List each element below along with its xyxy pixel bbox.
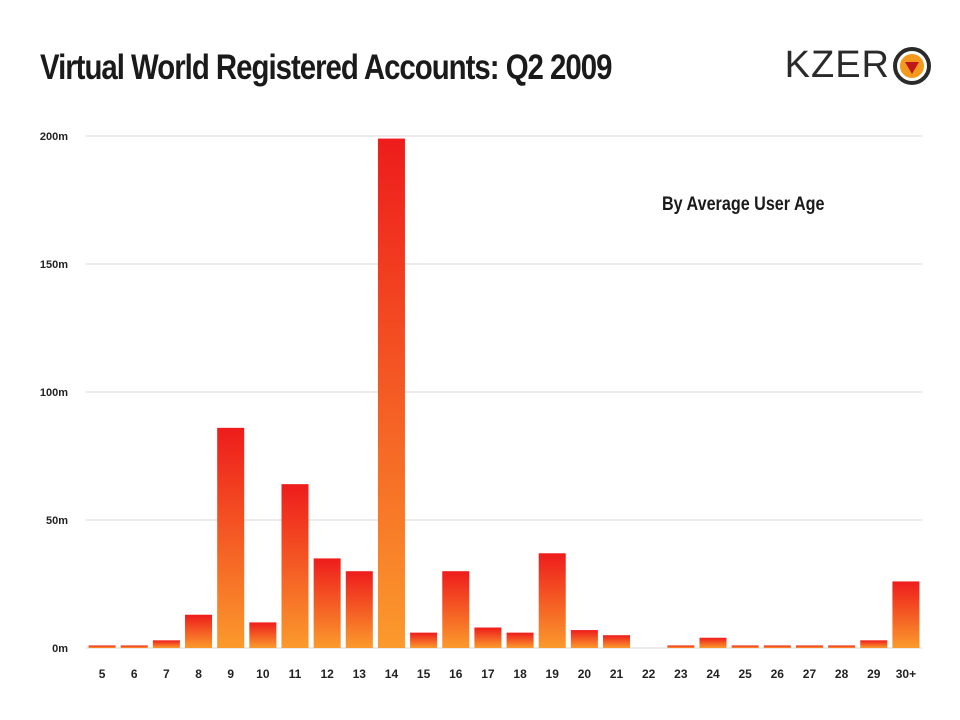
- x-tick-label: 18: [513, 667, 527, 681]
- chart-title: Virtual World Registered Accounts: Q2 20…: [40, 48, 612, 87]
- y-tick-label: 0m: [52, 643, 68, 655]
- bar-27: [795, 645, 823, 648]
- bar-13: [345, 571, 373, 648]
- x-tick-label: 30+: [896, 667, 916, 681]
- bar-7: [152, 640, 180, 648]
- chart-subtitle: By Average User Age: [662, 194, 825, 215]
- y-tick-label: 150m: [40, 259, 68, 271]
- x-tick-label: 25: [738, 667, 752, 681]
- x-tick-label: 15: [417, 667, 431, 681]
- x-axis-ticks: 5 6 7 8 9 10 11 12 13 14 15 16 17 18 19 20 21 22 23 24 25 26 2…: [99, 667, 916, 681]
- x-tick-label: 28: [835, 667, 849, 681]
- bar-15: [410, 632, 438, 648]
- x-tick-label: 22: [642, 667, 656, 681]
- x-tick-label: 8: [195, 667, 202, 681]
- x-tick-label: 9: [227, 667, 234, 681]
- x-tick-label: 29: [867, 667, 881, 681]
- logo-text: KZER: [784, 44, 890, 86]
- x-tick-label: 7: [163, 667, 170, 681]
- bar-19: [538, 553, 566, 648]
- x-tick-label: 24: [706, 667, 720, 681]
- grid-lines: [86, 135, 922, 649]
- x-tick-label: 11: [289, 667, 302, 681]
- y-tick-label: 200m: [40, 131, 68, 143]
- bar-6: [120, 645, 148, 648]
- x-tick-label: 10: [256, 667, 270, 681]
- bar-12: [313, 558, 341, 648]
- bar-29: [860, 640, 888, 648]
- x-tick-label: 23: [674, 667, 688, 681]
- bar-10: [249, 622, 277, 648]
- kzero-o-mark-icon: [893, 46, 931, 85]
- x-tick-label: 21: [610, 667, 624, 681]
- bar-24: [699, 637, 727, 648]
- bar-25: [731, 645, 759, 648]
- bar-11: [281, 484, 309, 648]
- bar-8: [185, 614, 213, 648]
- bar-5: [88, 645, 116, 648]
- x-tick-label: 12: [320, 667, 334, 681]
- bar-14: [377, 138, 405, 648]
- bars: [88, 138, 920, 648]
- y-axis-ticks: 0m 50m 100m 150m 200m: [40, 131, 68, 655]
- x-tick-label: 6: [131, 667, 138, 681]
- x-tick-label: 27: [803, 667, 817, 681]
- bar-18: [506, 632, 534, 648]
- bar-28: [828, 645, 856, 648]
- bar-9: [217, 427, 245, 648]
- bar-17: [474, 627, 502, 648]
- x-tick-label: 16: [449, 667, 463, 681]
- x-tick-label: 26: [771, 667, 785, 681]
- bar-30+: [892, 581, 920, 648]
- bar-26: [763, 645, 791, 648]
- kzero-logo: KZER: [785, 44, 932, 87]
- bar-16: [442, 571, 470, 648]
- x-tick-label: 20: [578, 667, 592, 681]
- x-tick-label: 5: [99, 667, 106, 681]
- bar-21: [603, 635, 631, 648]
- x-tick-label: 13: [353, 667, 367, 681]
- y-tick-label: 50m: [46, 515, 68, 527]
- y-tick-label: 100m: [40, 387, 68, 399]
- x-tick-label: 14: [385, 667, 399, 681]
- x-tick-label: 19: [546, 667, 560, 681]
- bar-23: [667, 645, 695, 648]
- bar-20: [570, 630, 598, 648]
- x-tick-label: 17: [481, 667, 495, 681]
